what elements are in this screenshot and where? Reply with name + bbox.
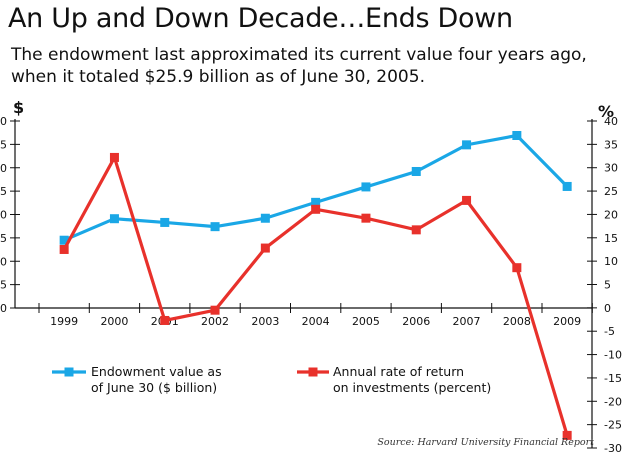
- legend-endowment-line-2: of June 30 ($ billion): [91, 380, 222, 396]
- right-tick-label: 30: [604, 162, 618, 175]
- right-tick-label: -10: [604, 349, 622, 362]
- legend-marker-0: [65, 368, 74, 377]
- left-tick-label: 35: [0, 138, 7, 151]
- right-tick-label: -25: [604, 419, 622, 432]
- left-tick-label: 10: [0, 255, 7, 268]
- right-tick-label: 20: [604, 208, 618, 221]
- series-marker-0: [261, 214, 270, 223]
- x-tick-label: 2003: [251, 315, 279, 328]
- legend-return-line-1: Annual rate of return: [333, 364, 491, 380]
- x-tick-label: 2009: [553, 315, 581, 328]
- left-axis-label: $: [13, 98, 24, 117]
- right-tick-label: -30: [604, 442, 622, 455]
- x-tick-label: 2006: [402, 315, 430, 328]
- right-tick-label: 25: [604, 185, 618, 198]
- right-tick-label: 0: [604, 302, 611, 315]
- series-line-0: [64, 135, 567, 240]
- right-tick-label: 15: [604, 232, 618, 245]
- legend-return: Annual rate of return on investments (pe…: [333, 364, 491, 396]
- legend-marker-1: [309, 368, 318, 377]
- x-tick-label: 2008: [503, 315, 531, 328]
- series-marker-0: [110, 214, 119, 223]
- left-tick-label: 40: [0, 115, 7, 128]
- series-marker-1: [211, 306, 220, 315]
- series-marker-1: [512, 263, 521, 272]
- series-marker-1: [361, 214, 370, 223]
- series-marker-0: [462, 140, 471, 149]
- x-tick-label: 2007: [453, 315, 481, 328]
- left-tick-label: 25: [0, 185, 7, 198]
- series-marker-1: [160, 316, 169, 325]
- series-marker-0: [361, 182, 370, 191]
- left-tick-label: 5: [0, 279, 7, 292]
- x-tick-label: 2004: [302, 315, 330, 328]
- legend-return-line-2: on investments (percent): [333, 380, 491, 396]
- chart-axes: $%05101520253035404035302520151050-5-10-…: [0, 98, 622, 455]
- legend-endowment-line-1: Endowment value as: [91, 364, 222, 380]
- right-tick-label: 10: [604, 255, 618, 268]
- x-tick-label: 2002: [201, 315, 229, 328]
- series-marker-1: [110, 153, 119, 162]
- series-marker-0: [412, 167, 421, 176]
- series-marker-0: [512, 131, 521, 140]
- chart-svg: $%05101520253035404035302520151050-5-10-…: [0, 0, 632, 474]
- x-tick-label: 2005: [352, 315, 380, 328]
- left-tick-label: 0: [0, 302, 7, 315]
- right-tick-label: 5: [604, 279, 611, 292]
- series-marker-0: [211, 222, 220, 231]
- series-marker-1: [412, 225, 421, 234]
- right-tick-label: 40: [604, 115, 618, 128]
- series-marker-0: [160, 218, 169, 227]
- legend-endowment: Endowment value as of June 30 ($ billion…: [91, 364, 222, 396]
- series-marker-0: [563, 182, 572, 191]
- right-tick-label: 35: [604, 138, 618, 151]
- x-tick-label: 2000: [100, 315, 128, 328]
- source-note: Source: Harvard University Financial Rep…: [377, 437, 594, 448]
- left-tick-label: 30: [0, 162, 7, 175]
- series-marker-1: [261, 244, 270, 253]
- left-tick-label: 20: [0, 209, 7, 222]
- right-tick-label: -5: [604, 325, 615, 338]
- series-marker-1: [462, 196, 471, 205]
- x-tick-label: 1999: [50, 315, 78, 328]
- series-marker-1: [311, 205, 320, 214]
- series-marker-1: [60, 245, 69, 254]
- right-tick-label: -15: [604, 372, 622, 385]
- right-tick-label: -20: [604, 395, 622, 408]
- left-tick-label: 15: [0, 232, 7, 245]
